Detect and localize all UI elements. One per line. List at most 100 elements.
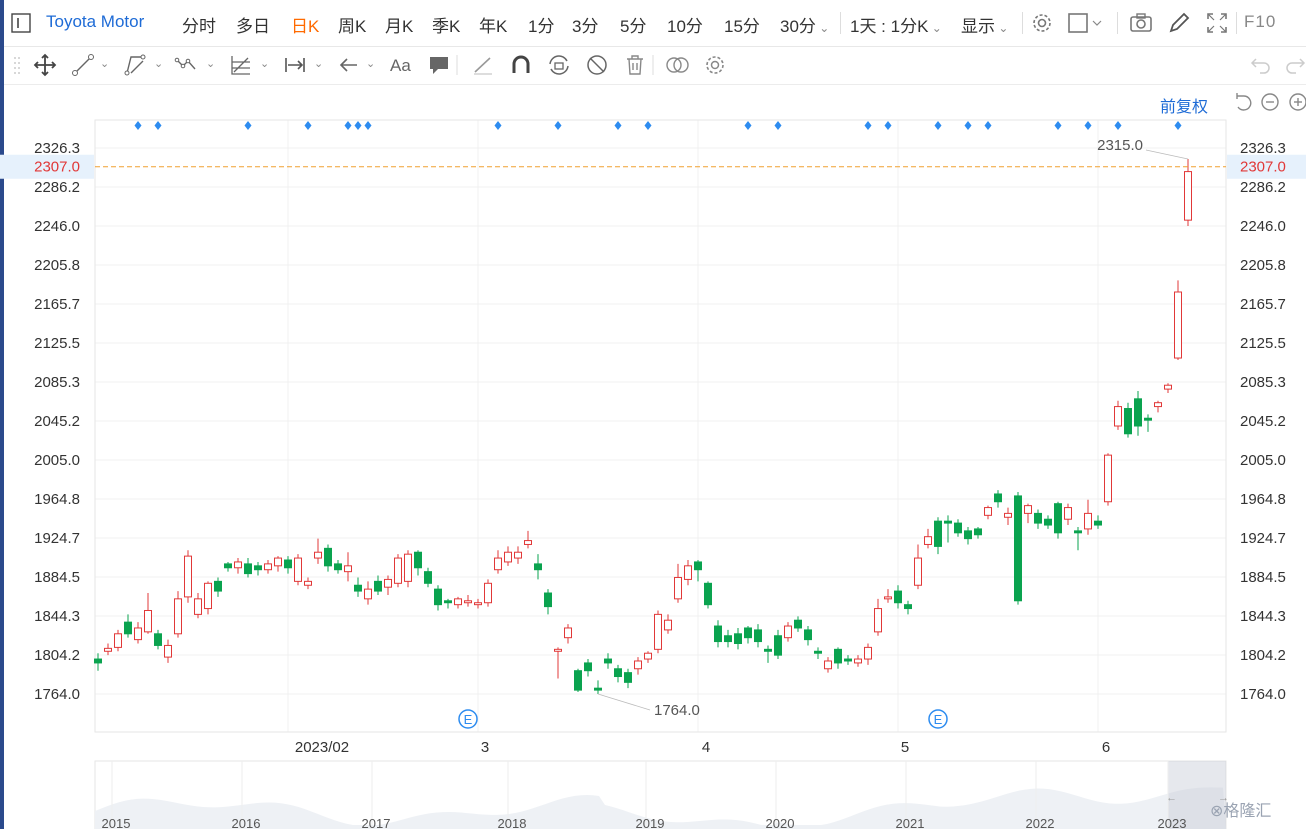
tab-10min[interactable]: 10分: [667, 17, 703, 36]
indicator-settings-icon[interactable]: [702, 52, 728, 78]
event-diamond[interactable]: [304, 121, 312, 130]
fullscreen-icon[interactable]: [1204, 10, 1230, 36]
chevron-down-icon[interactable]: ⌄: [260, 58, 270, 70]
navigator-right-handle[interactable]: →: [1218, 792, 1229, 804]
f10-button[interactable]: F10: [1244, 12, 1277, 31]
sidebar-toggle-icon[interactable]: [10, 12, 32, 34]
comment-icon[interactable]: [426, 52, 452, 78]
adjust-mode-button[interactable]: 前复权: [1160, 99, 1209, 116]
tab-daily-k[interactable]: 日K: [291, 17, 320, 36]
candle: [884, 589, 892, 603]
tab-30min-dropdown[interactable]: 30分 ⌄: [780, 12, 829, 37]
sync-lock-icon[interactable]: [546, 52, 572, 78]
candle-body: [784, 625, 792, 639]
layout-square-icon[interactable]: [1066, 10, 1102, 36]
event-diamond[interactable]: [614, 121, 622, 130]
candle: [1064, 503, 1072, 526]
candle-body: [834, 648, 842, 664]
wave-tool-icon[interactable]: [174, 52, 200, 78]
event-diamond[interactable]: [1174, 121, 1182, 130]
event-diamond[interactable]: [1054, 121, 1062, 130]
event-diamond[interactable]: [964, 121, 972, 130]
arrow-left-icon[interactable]: [336, 52, 362, 78]
candle: [1134, 391, 1142, 436]
chevron-down-icon[interactable]: ⌄: [154, 58, 164, 70]
event-diamond[interactable]: [644, 121, 652, 130]
candle: [1144, 414, 1152, 432]
window-edge: [0, 0, 4, 829]
candle: [234, 558, 242, 574]
tab-quarterly-k[interactable]: 季K: [432, 17, 461, 36]
navigator-left-handle[interactable]: ←: [1166, 792, 1177, 804]
range-navigator[interactable]: ← → 2015 2016 2017 2018 2019 2020 2021 2022 2023: [94, 760, 1229, 829]
chevron-down-icon[interactable]: ⌄: [206, 58, 216, 70]
drag-handle-icon[interactable]: [12, 52, 22, 78]
candle-body: [434, 588, 442, 606]
event-diamond[interactable]: [554, 121, 562, 130]
settings-gear-icon[interactable]: [1029, 10, 1055, 36]
candle: [634, 657, 642, 675]
event-diamond[interactable]: [864, 121, 872, 130]
tab-monthly-k[interactable]: 月K: [385, 17, 414, 36]
pencil-icon[interactable]: [1166, 10, 1192, 36]
event-diamond[interactable]: [934, 121, 942, 130]
event-diamond[interactable]: [364, 121, 372, 130]
chevron-down-icon[interactable]: ⌄: [100, 58, 110, 70]
tab-yearly-k[interactable]: 年K: [479, 17, 508, 36]
eraser-line-icon[interactable]: [470, 52, 496, 78]
measure-tool-icon[interactable]: [282, 52, 308, 78]
zoom-out-icon[interactable]: [1261, 93, 1279, 111]
event-diamond[interactable]: [344, 121, 352, 130]
event-diamond[interactable]: [154, 121, 162, 130]
tab-15min[interactable]: 15分: [724, 17, 760, 36]
fibonacci-tool-icon[interactable]: [228, 52, 254, 78]
trash-icon[interactable]: [622, 52, 648, 78]
event-diamond[interactable]: [774, 121, 782, 130]
channel-tool-icon[interactable]: [122, 52, 148, 78]
candle: [594, 680, 602, 694]
event-diamond[interactable]: [1084, 121, 1092, 130]
trend-line-icon[interactable]: [70, 52, 96, 78]
event-diamond[interactable]: [134, 121, 142, 130]
redo-icon[interactable]: [1282, 52, 1306, 78]
tab-3min[interactable]: 3分: [572, 17, 599, 36]
tab-multi-day[interactable]: 多日: [236, 17, 270, 36]
earnings-e-marker[interactable]: E: [458, 709, 478, 729]
stock-title: Toyota Motor: [46, 12, 145, 31]
event-diamond[interactable]: [744, 121, 752, 130]
tab-5min[interactable]: 5分: [620, 17, 647, 36]
price-tick-right: 2326.3: [1240, 140, 1286, 157]
navigator-selection[interactable]: [1168, 761, 1226, 829]
tab-intraday[interactable]: 分时: [182, 17, 216, 36]
zoom-in-icon[interactable]: [1289, 93, 1306, 111]
candle: [504, 546, 512, 566]
tab-weekly-k[interactable]: 周K: [338, 17, 367, 36]
chevron-down-icon[interactable]: ⌄: [314, 58, 324, 70]
tab-1min[interactable]: 1分: [528, 17, 555, 36]
interval-select[interactable]: 1天 : 1分K ⌄: [850, 12, 942, 37]
display-select[interactable]: 显示 ⌄: [961, 12, 1008, 37]
candle-body: [804, 629, 812, 641]
event-diamond[interactable]: [354, 121, 362, 130]
hide-drawings-icon[interactable]: [584, 52, 610, 78]
candle-body: [344, 565, 352, 573]
date-tick: 3: [481, 739, 489, 756]
event-diamond[interactable]: [494, 121, 502, 130]
event-diamond[interactable]: [884, 121, 892, 130]
chevron-down-icon: ⌄: [995, 21, 1009, 35]
price-tick-left: 2286.2: [34, 179, 80, 196]
event-diamond[interactable]: [1114, 121, 1122, 130]
event-diamond[interactable]: [244, 121, 252, 130]
text-tool-icon[interactable]: Aa: [388, 52, 414, 78]
chevron-down-icon[interactable]: ⌄: [366, 58, 376, 70]
compare-icon[interactable]: [664, 52, 690, 78]
event-diamond[interactable]: [984, 121, 992, 130]
reset-zoom-icon[interactable]: [1236, 93, 1252, 111]
move-cross-icon[interactable]: [32, 52, 58, 78]
camera-icon[interactable]: [1128, 10, 1154, 36]
undo-icon[interactable]: [1248, 52, 1274, 78]
earnings-e-marker[interactable]: E: [928, 709, 948, 729]
magnet-icon[interactable]: [508, 52, 534, 78]
